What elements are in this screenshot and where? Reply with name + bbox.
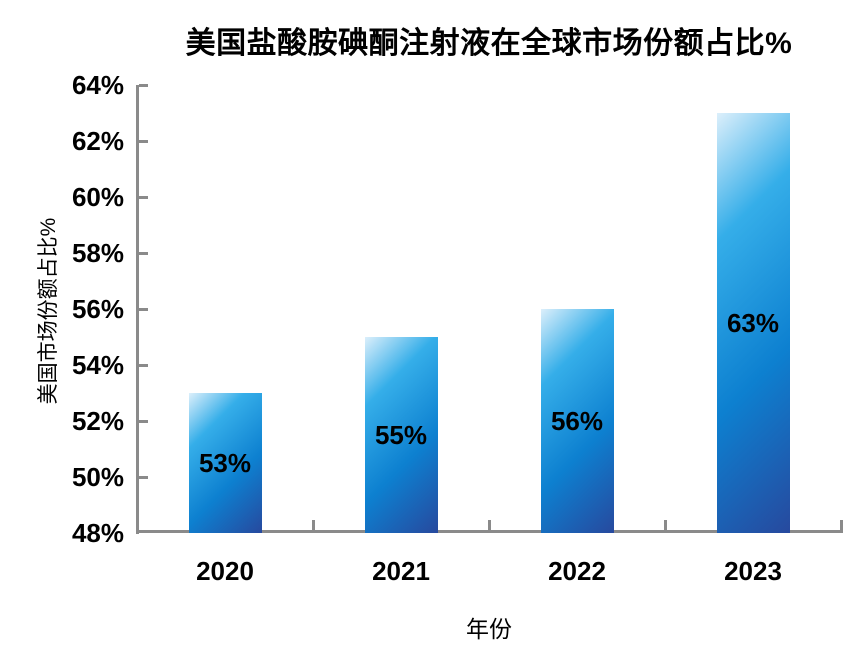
- bar-2022: 56%: [540, 309, 614, 533]
- bar-2023: 63%: [716, 113, 790, 533]
- y-tick-label: 58%: [71, 238, 124, 268]
- y-tick-label: 60%: [71, 182, 124, 212]
- bar-data-label: 53%: [198, 447, 252, 478]
- y-tick-label: 54%: [71, 350, 124, 380]
- bar-data-label: 56%: [550, 405, 604, 436]
- x-tick-mark: [488, 520, 491, 530]
- y-tick-label: 64%: [71, 70, 124, 100]
- y-axis-line: [136, 85, 139, 534]
- y-tick-label: 50%: [71, 462, 124, 492]
- y-tick-label: 52%: [71, 406, 124, 436]
- bar-data-label: 63%: [726, 307, 780, 338]
- y-tick-label: 62%: [71, 126, 124, 156]
- y-tick-mark: [139, 476, 148, 479]
- x-tick-label-2022: 2022: [548, 556, 606, 586]
- y-tick-mark: [139, 308, 148, 311]
- y-tick-mark: [139, 252, 148, 255]
- y-tick-mark: [139, 196, 148, 199]
- x-tick-label-2023: 2023: [724, 556, 782, 586]
- y-tick-mark: [139, 364, 148, 367]
- y-tick-mark: [139, 140, 148, 143]
- bar-data-label: 55%: [374, 419, 428, 450]
- x-tick-label-2020: 2020: [196, 556, 254, 586]
- x-axis-line: [136, 530, 843, 533]
- y-tick-label: 56%: [71, 294, 124, 324]
- x-tick-mark: [840, 520, 843, 530]
- chart-title: 美国盐酸胺碘酮注射液在全球市场份额占比%: [185, 27, 793, 60]
- x-tick-mark: [312, 520, 315, 530]
- x-axis-title: 年份: [466, 616, 512, 642]
- bar-2021: 55%: [364, 337, 438, 533]
- y-tick-mark: [139, 84, 148, 87]
- y-tick-mark: [139, 420, 148, 423]
- x-tick-mark: [664, 520, 667, 530]
- x-tick-label-2021: 2021: [372, 556, 430, 586]
- y-tick-label: 48%: [71, 518, 124, 548]
- bar-2020: 53%: [188, 393, 262, 533]
